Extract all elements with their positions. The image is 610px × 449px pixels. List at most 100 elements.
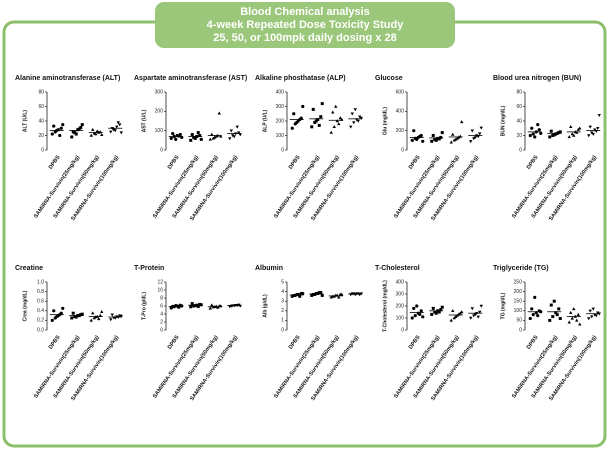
dot bbox=[229, 129, 233, 133]
dot bbox=[91, 311, 95, 315]
dot bbox=[415, 304, 419, 308]
y-tick-label: 0.4 bbox=[37, 308, 44, 314]
y-axis-label: ALT (U/L) bbox=[22, 110, 28, 132]
y-tick-label: 4 bbox=[160, 311, 163, 317]
dot bbox=[70, 135, 74, 139]
dot bbox=[314, 292, 318, 296]
y-tick-label: 5 bbox=[281, 279, 284, 285]
dot bbox=[460, 310, 464, 314]
dot bbox=[473, 136, 477, 140]
dot bbox=[454, 315, 458, 318]
dot bbox=[98, 313, 102, 317]
dot bbox=[454, 137, 458, 141]
dot bbox=[412, 306, 416, 310]
dot bbox=[533, 295, 537, 299]
dot bbox=[190, 133, 194, 137]
dot bbox=[430, 139, 434, 143]
dot bbox=[109, 318, 113, 322]
y-tick-label: 0 bbox=[160, 147, 163, 153]
y-tick-label: 0 bbox=[401, 327, 404, 333]
dot bbox=[549, 129, 553, 133]
dot bbox=[52, 124, 56, 128]
y-axis-label: T-Cholesterol (mg/dL) bbox=[382, 280, 388, 332]
dot bbox=[590, 315, 594, 319]
dot bbox=[119, 314, 123, 318]
y-tick-label: 0.2 bbox=[37, 318, 44, 324]
dot bbox=[292, 112, 296, 116]
dot bbox=[356, 119, 360, 123]
dot bbox=[434, 138, 438, 142]
dot bbox=[169, 136, 173, 140]
dot bbox=[533, 135, 537, 139]
dot bbox=[71, 311, 75, 315]
dot bbox=[110, 313, 114, 317]
dot bbox=[340, 292, 344, 296]
dot bbox=[216, 305, 220, 309]
y-tick-label: 150 bbox=[514, 299, 523, 305]
dot bbox=[479, 304, 483, 308]
dot bbox=[198, 134, 202, 137]
dot bbox=[567, 320, 571, 324]
y-tick-label: 1 bbox=[281, 318, 284, 324]
dot bbox=[476, 315, 480, 319]
dot bbox=[476, 135, 480, 139]
y-tick-label: 200 bbox=[396, 128, 405, 134]
dot bbox=[472, 314, 476, 318]
y-axis-label: T-Pro (g/dL) bbox=[141, 292, 147, 320]
dot bbox=[536, 314, 540, 318]
y-tick-label: 0 bbox=[281, 327, 284, 333]
dot bbox=[113, 316, 117, 320]
dot bbox=[591, 307, 595, 311]
y-tick-label: 200 bbox=[155, 109, 164, 115]
dot bbox=[210, 132, 214, 136]
dot bbox=[199, 303, 203, 307]
dot bbox=[575, 130, 579, 134]
dot bbox=[52, 309, 56, 313]
y-tick-label: 80 bbox=[516, 89, 522, 95]
dot bbox=[235, 125, 239, 129]
dot bbox=[109, 130, 113, 134]
chart-title: Creatine bbox=[15, 265, 43, 272]
y-tick-label: 0.8 bbox=[37, 289, 44, 295]
y-tick-label: 400 bbox=[396, 279, 405, 285]
dot bbox=[470, 307, 474, 311]
dot bbox=[528, 133, 532, 138]
dot bbox=[113, 129, 117, 133]
dot bbox=[171, 131, 175, 136]
dot bbox=[190, 302, 194, 306]
dot bbox=[238, 133, 242, 137]
dot bbox=[301, 104, 305, 109]
dot bbox=[440, 131, 444, 135]
dot bbox=[593, 313, 597, 317]
dot bbox=[557, 307, 561, 311]
dot bbox=[410, 138, 414, 142]
dot bbox=[554, 311, 558, 315]
dot bbox=[91, 127, 95, 131]
dot bbox=[569, 125, 573, 128]
dot bbox=[89, 318, 93, 322]
dot bbox=[588, 309, 592, 313]
y-tick-label: 1.0 bbox=[37, 279, 44, 285]
dot bbox=[174, 137, 178, 141]
y-tick-label: 0 bbox=[41, 147, 44, 153]
chart-title: Alkaline phosthatase (ALP) bbox=[255, 75, 346, 82]
dot bbox=[555, 313, 559, 317]
dot bbox=[80, 123, 84, 127]
dot bbox=[531, 313, 535, 317]
dot bbox=[469, 316, 473, 320]
dot bbox=[421, 139, 425, 143]
dot bbox=[298, 294, 302, 298]
dot bbox=[290, 126, 294, 130]
dot bbox=[431, 134, 435, 137]
dot bbox=[412, 129, 416, 133]
y-tick-label: 2 bbox=[160, 319, 163, 325]
dot bbox=[119, 131, 123, 135]
dot bbox=[570, 132, 574, 136]
chart-title: Alanine aminotransferase (ALT) bbox=[15, 75, 120, 82]
y-axis-label: AST (U/L) bbox=[141, 109, 147, 132]
y-tick-label: 4 bbox=[281, 289, 284, 295]
dot bbox=[531, 132, 535, 136]
dot bbox=[469, 140, 473, 144]
dot bbox=[430, 312, 434, 316]
dot bbox=[61, 306, 65, 310]
